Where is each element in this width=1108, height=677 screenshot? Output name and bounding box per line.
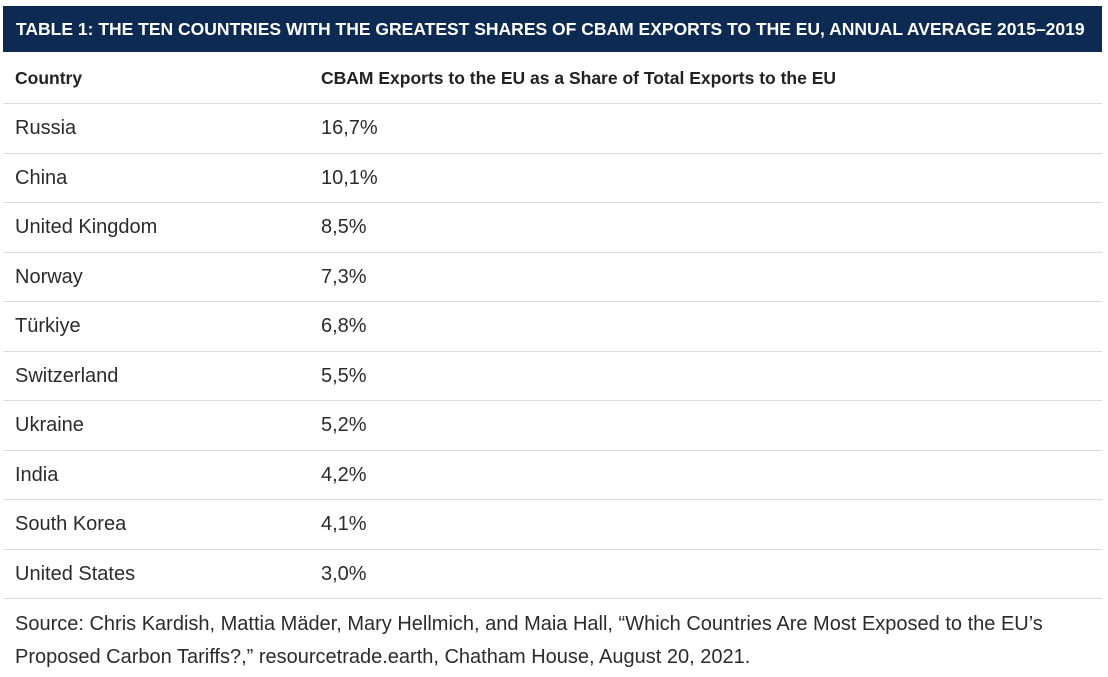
table-row: United States 3,0% [3,550,1102,599]
share-cell: 5,5% [321,364,367,387]
table-row: United Kingdom 8,5% [3,203,1102,253]
country-cell: China [15,166,68,189]
source-note: Source: Chris Kardish, Mattia Mäder, Mar… [15,613,1043,668]
country-cell: India [15,463,59,486]
share-cell: 16,7% [321,117,378,139]
share-cell: 6,8% [321,315,367,337]
country-cell: South Korea [15,513,127,535]
column-header-country: Country [15,68,83,88]
country-cell: United States [15,562,136,585]
share-cell: 7,3% [321,265,367,288]
table-row: India 4,2% [3,451,1102,500]
share-cell: 10,1% [321,166,378,189]
table-row: Ukraine 5,2% [3,401,1102,451]
column-header-share: CBAM Exports to the EU as a Share of Tot… [321,68,837,88]
table-row: Switzerland 5,5% [3,352,1102,401]
share-cell: 5,2% [321,414,367,436]
share-cell: 3,0% [321,562,367,585]
country-cell: United Kingdom [15,216,158,238]
country-cell: Norway [15,265,83,288]
table-row: Norway 7,3% [3,253,1102,302]
data-table: Country CBAM Exports to the EU as a Shar… [3,54,1102,599]
country-cell: Switzerland [15,364,119,387]
share-cell: 8,5% [321,216,367,238]
table-header-row: Country CBAM Exports to the EU as a Shar… [3,54,1102,104]
table-title: TABLE 1: THE TEN COUNTRIES WITH THE GREA… [3,6,1102,52]
country-cell: Türkiye [15,315,81,337]
country-cell: Russia [15,117,77,139]
table-row: Russia 16,7% [3,104,1102,154]
table-row: China 10,1% [3,154,1102,203]
share-cell: 4,1% [321,513,367,535]
country-cell: Ukraine [15,414,84,436]
share-cell: 4,2% [321,463,367,486]
table-row: South Korea 4,1% [3,500,1102,550]
table-row: Türkiye 6,8% [3,302,1102,352]
